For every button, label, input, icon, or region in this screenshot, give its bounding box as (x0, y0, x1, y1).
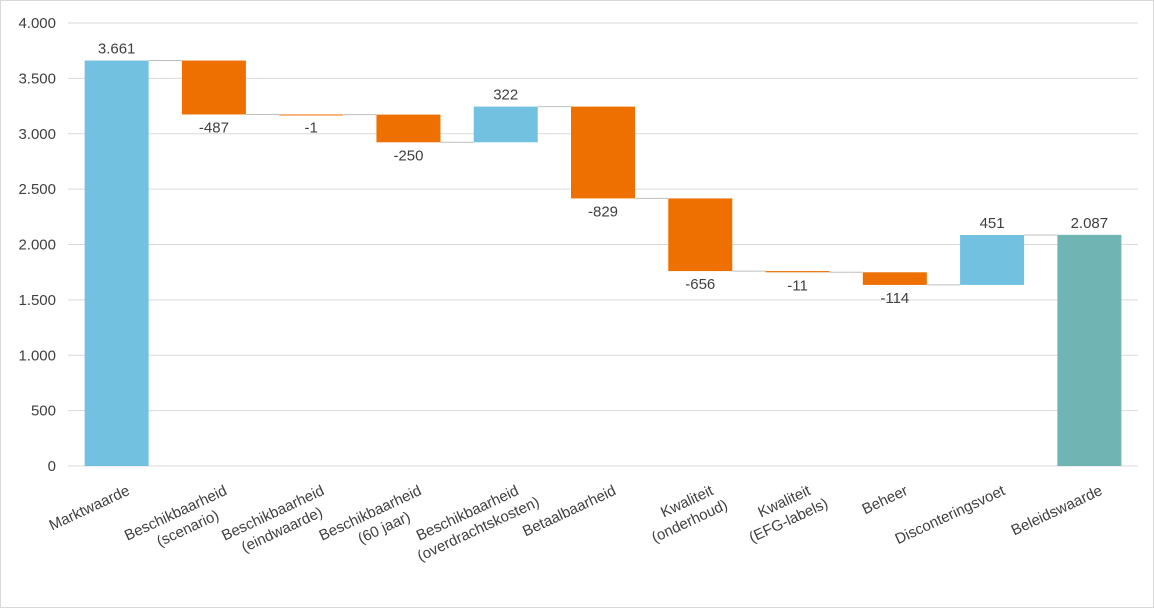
y-tick-label: 2.500 (18, 181, 56, 198)
y-tick-label: 2.000 (18, 237, 56, 254)
y-tick-label: 3.000 (18, 126, 56, 143)
bar (1057, 234, 1122, 466)
y-tick-label: 500 (31, 403, 56, 420)
data-label: -114 (880, 290, 909, 307)
data-label: 451 (980, 215, 1005, 232)
bar (376, 114, 441, 143)
bar (862, 272, 927, 285)
data-label: 3.661 (98, 41, 136, 58)
bar (279, 114, 344, 116)
data-label: 2.087 (1071, 215, 1109, 232)
bar (473, 106, 538, 143)
bar (84, 60, 149, 466)
data-label: -250 (393, 147, 423, 164)
data-label: -487 (199, 119, 229, 136)
data-label: -1 (305, 120, 318, 137)
bar (960, 234, 1025, 285)
bar (668, 198, 733, 272)
y-tick-label: 3.500 (18, 70, 56, 87)
y-tick-label: 1.500 (18, 292, 56, 309)
data-label: -829 (588, 203, 618, 220)
data-label: -656 (685, 276, 715, 293)
bar (181, 60, 246, 115)
data-label: -11 (787, 277, 808, 294)
y-tick-label: 4.000 (18, 15, 56, 32)
y-tick-label: 1.000 (18, 347, 56, 364)
bar (571, 106, 635, 199)
y-tick-label: 0 (48, 458, 56, 475)
data-label: 322 (493, 87, 518, 104)
bar (765, 271, 830, 273)
